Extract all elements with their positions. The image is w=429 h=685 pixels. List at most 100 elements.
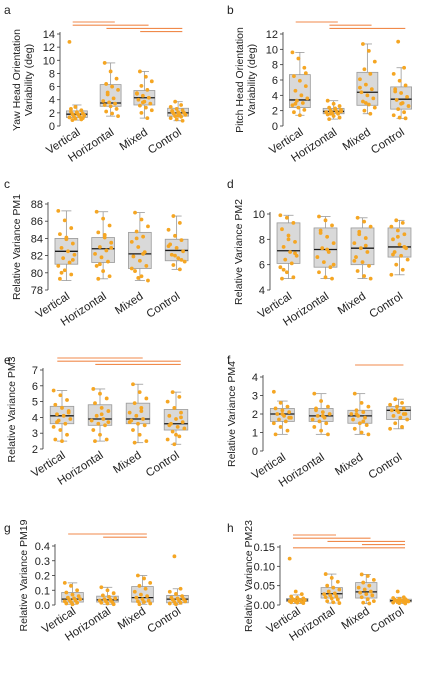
data-point [176, 256, 181, 261]
x-tick-label: Control [146, 126, 184, 156]
data-point [284, 215, 289, 220]
data-point [372, 105, 377, 110]
y-axis-title: Variability (deg) [23, 44, 35, 116]
y-axis-title: Relative Variance PM2 [233, 199, 245, 305]
data-point [91, 428, 96, 432]
data-point [403, 601, 408, 606]
data-point [142, 576, 146, 581]
data-point [366, 432, 371, 437]
data-point [111, 591, 116, 596]
data-point [278, 213, 283, 218]
data-point [333, 106, 338, 111]
box-iqr [128, 231, 152, 269]
data-point [371, 577, 376, 582]
data-point [174, 245, 179, 250]
data-point [170, 390, 175, 395]
data-point [354, 408, 359, 413]
data-point [398, 415, 403, 420]
data-point [98, 391, 102, 396]
y-tick-label: 3 [252, 391, 258, 403]
data-point [78, 597, 83, 601]
data-point [337, 115, 342, 120]
data-point [281, 245, 286, 249]
data-point [177, 434, 182, 439]
data-point [104, 109, 109, 114]
data-point [371, 96, 376, 101]
data-point [280, 412, 285, 416]
data-point [134, 413, 139, 418]
data-point [295, 98, 299, 103]
data-point [136, 245, 141, 249]
data-point [305, 96, 310, 101]
data-point [358, 246, 363, 251]
x-tick-label: Mixed [340, 605, 372, 632]
data-point [113, 596, 118, 601]
data-point [144, 264, 149, 268]
y-tick-label: 0 [272, 121, 278, 133]
panel-label: c [4, 177, 10, 191]
data-point [69, 583, 73, 588]
data-point [96, 276, 101, 281]
data-point [362, 219, 367, 224]
data-point [140, 100, 145, 105]
data-point [293, 251, 297, 256]
y-tick-label: 2 [32, 444, 38, 456]
data-point [139, 592, 143, 597]
data-point [287, 415, 292, 420]
data-point [132, 401, 137, 406]
data-point [148, 101, 153, 106]
y-tick-label: 2 [252, 409, 258, 421]
data-point [175, 424, 180, 429]
data-point [293, 101, 298, 106]
data-point [131, 428, 135, 432]
data-point [290, 103, 295, 108]
data-point [360, 260, 365, 265]
y-tick-label: 0.00 [254, 600, 275, 612]
y-tick-label: 2 [272, 106, 278, 118]
data-point [327, 105, 332, 110]
data-point [129, 266, 134, 271]
data-point [67, 115, 72, 120]
data-point [138, 69, 142, 74]
data-point [394, 218, 399, 223]
y-axis-title: Relative Variance PM1 [11, 194, 23, 300]
data-point [134, 595, 139, 600]
data-point [176, 113, 181, 118]
y-axis-title: Variability (deg) [246, 44, 258, 116]
data-point [325, 247, 330, 252]
data-point [70, 602, 75, 607]
data-point [66, 249, 70, 254]
data-point [358, 590, 363, 595]
data-point [325, 599, 330, 604]
data-point [62, 580, 67, 585]
data-point [101, 99, 106, 103]
data-point [339, 109, 343, 114]
data-point [357, 232, 362, 237]
data-point [149, 79, 154, 84]
y-tick-label: 2 [49, 108, 55, 120]
data-point [363, 236, 368, 240]
data-point [108, 69, 113, 74]
data-point [352, 426, 357, 431]
data-point [281, 267, 286, 272]
data-point [136, 421, 140, 426]
data-point [179, 114, 183, 119]
data-point [399, 101, 404, 106]
y-tick-label: 0.15 [254, 542, 275, 554]
y-tick-label: 0.2 [35, 571, 50, 583]
data-point [359, 430, 364, 435]
data-point [326, 404, 330, 409]
data-point [146, 95, 151, 100]
data-point [323, 218, 328, 223]
data-point [61, 256, 66, 261]
data-point [327, 117, 332, 121]
data-point [165, 437, 170, 442]
data-point [363, 243, 368, 248]
data-point [137, 390, 142, 395]
x-tick-label: Control [369, 126, 407, 156]
